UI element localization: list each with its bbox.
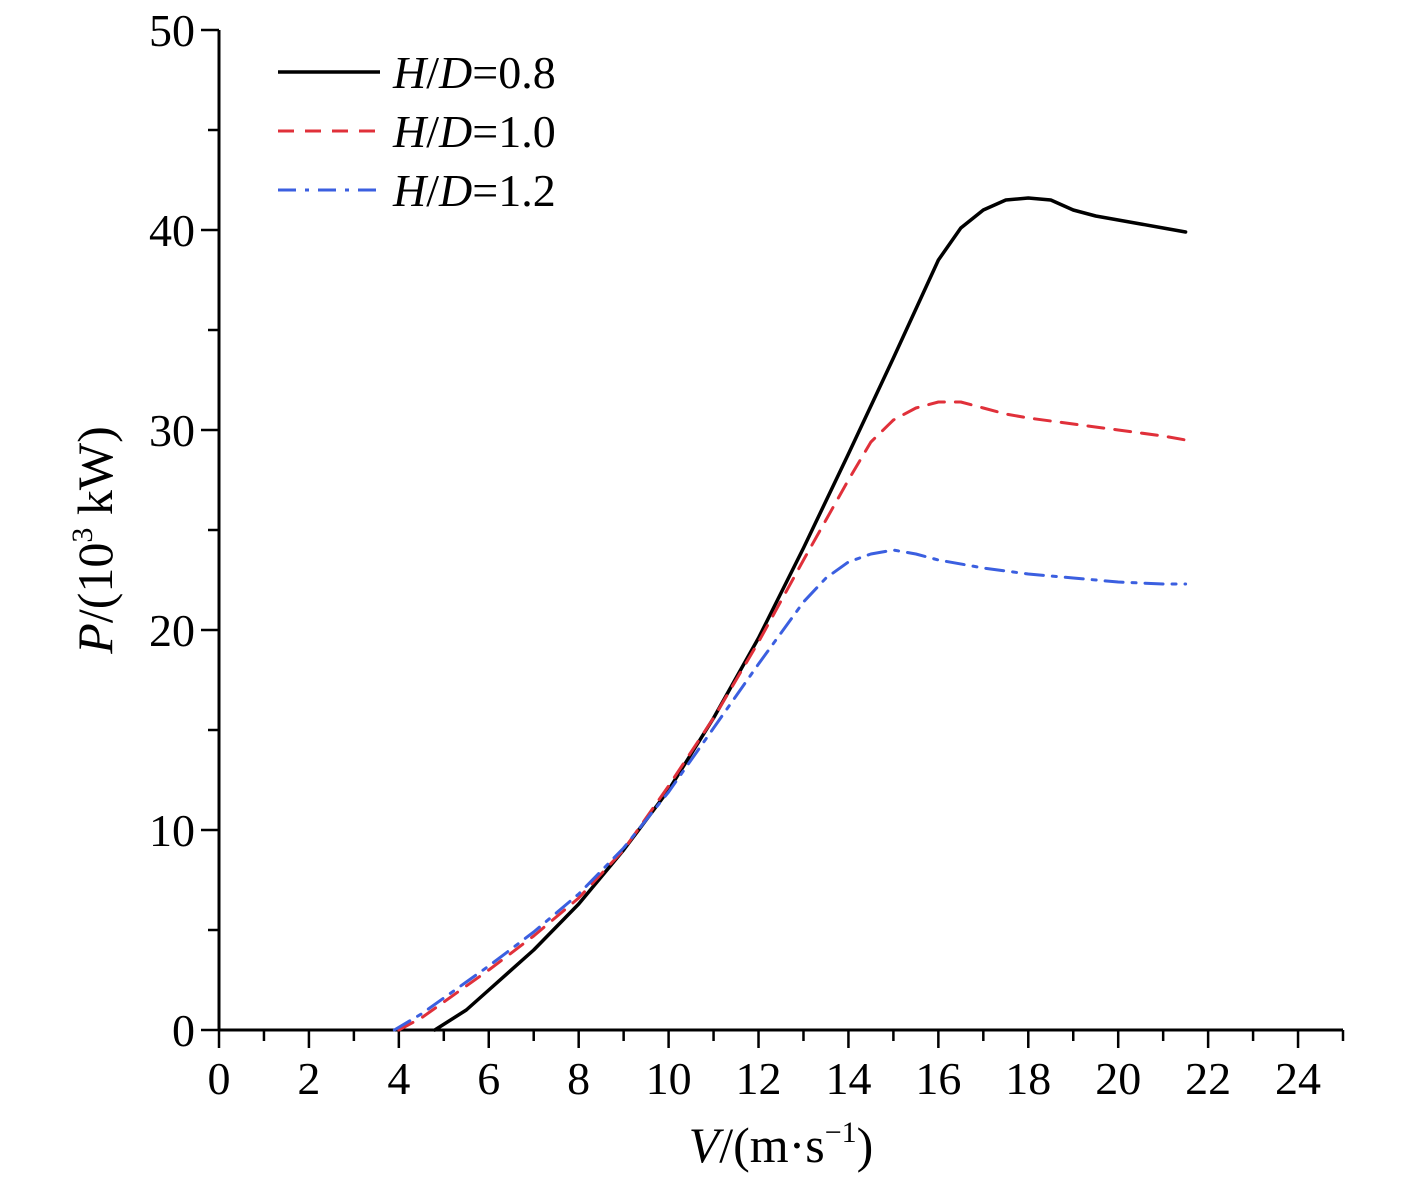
legend-label-1: H/D=1.0 — [392, 106, 556, 157]
series-line-0 — [433, 196, 1188, 1032]
x-tick-label: 12 — [736, 1053, 782, 1104]
x-tick-label: 10 — [646, 1053, 692, 1104]
y-tick-label: 10 — [149, 805, 195, 856]
legend: H/D=0.8 H/D=1.0 H/D=1.2 — [278, 47, 556, 216]
x-tick-label: 24 — [1275, 1053, 1321, 1104]
y-tick-label: 30 — [149, 405, 195, 456]
x-tick-label: 6 — [477, 1053, 500, 1104]
legend-label-2: H/D=1.2 — [392, 165, 556, 216]
x-tick-label: 14 — [825, 1053, 871, 1104]
y-tick-label: 20 — [149, 605, 195, 656]
x-tick-label: 22 — [1185, 1053, 1231, 1104]
axes — [217, 30, 1343, 1032]
x-tick-label: 8 — [567, 1053, 590, 1104]
y-tick-label: 0 — [172, 1005, 195, 1056]
series-line-2 — [392, 548, 1188, 1032]
x-tick-label: 4 — [387, 1053, 410, 1104]
y-tick-label: 40 — [149, 205, 195, 256]
x-tick-label: 18 — [1005, 1053, 1051, 1104]
x-tick-label: 16 — [915, 1053, 961, 1104]
x-tick-label: 0 — [208, 1053, 231, 1104]
y-axis-title: P/(103 kW) — [66, 426, 123, 654]
x-tick-label: 2 — [297, 1053, 320, 1104]
x-tick-label: 20 — [1095, 1053, 1141, 1104]
series-lines — [392, 196, 1188, 1032]
y-tick-label: 50 — [149, 5, 195, 56]
series-line-1 — [397, 400, 1188, 1032]
legend-label-0: H/D=0.8 — [392, 47, 556, 98]
x-axis-title: V/(m·s−1) — [689, 1116, 874, 1173]
